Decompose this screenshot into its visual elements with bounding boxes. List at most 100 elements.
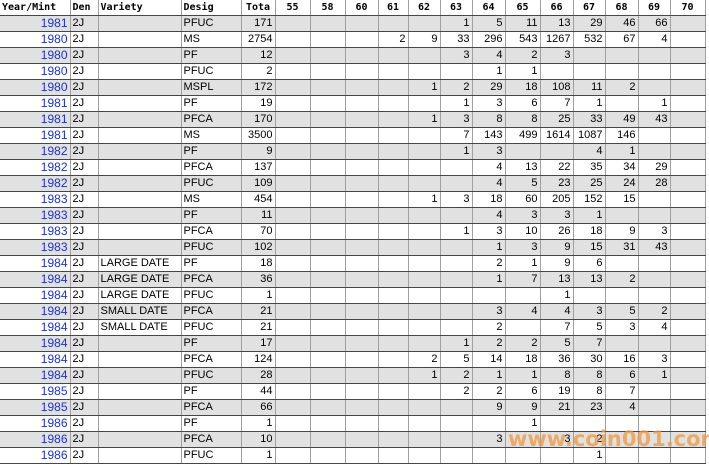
cell: 18	[505, 79, 541, 96]
cell	[310, 191, 346, 208]
cell	[540, 447, 574, 464]
cell	[310, 63, 346, 80]
year-link[interactable]: 1980	[0, 63, 71, 80]
cell	[378, 111, 409, 128]
cell	[310, 319, 346, 336]
cell: 1	[505, 415, 541, 432]
cell: SMALL DATE	[98, 319, 182, 336]
cell	[310, 383, 346, 400]
year-link[interactable]: 1981	[0, 95, 71, 112]
year-link[interactable]: 1986	[0, 447, 71, 464]
cell: 137	[241, 159, 276, 176]
cell: 4	[540, 303, 574, 320]
cell: 172	[241, 79, 276, 96]
cell	[98, 351, 182, 368]
cell	[670, 271, 706, 288]
year-link[interactable]: 1986	[0, 415, 71, 432]
year-link[interactable]: 1981	[0, 15, 71, 32]
cell: 4	[638, 319, 671, 336]
column-header: 55	[275, 0, 311, 16]
cell	[275, 351, 311, 368]
cell	[345, 191, 379, 208]
cell: 6	[505, 95, 541, 112]
year-link[interactable]: 1982	[0, 159, 71, 176]
cell: 17	[241, 335, 276, 352]
cell	[408, 287, 441, 304]
column-header: 67	[573, 0, 606, 16]
cell	[345, 111, 379, 128]
cell: 7	[540, 319, 574, 336]
table-row: 1982 2J PFUC 109 4 5 23 25 24 28	[0, 175, 706, 192]
cell	[440, 447, 473, 464]
cell: 4	[573, 143, 606, 160]
year-link[interactable]: 1984	[0, 303, 71, 320]
year-link[interactable]: 1984	[0, 287, 71, 304]
cell: 12	[241, 47, 276, 64]
cell	[670, 47, 706, 64]
cell	[98, 191, 182, 208]
cell: 2J	[70, 159, 99, 176]
year-link[interactable]: 1980	[0, 47, 71, 64]
year-link[interactable]: 1980	[0, 79, 71, 96]
cell: PFCA	[181, 159, 242, 176]
year-link[interactable]: 1984	[0, 335, 71, 352]
year-link[interactable]: 1986	[0, 431, 71, 448]
cell	[670, 303, 706, 320]
year-link[interactable]: 1982	[0, 143, 71, 160]
cell	[378, 367, 409, 384]
year-link[interactable]: 1984	[0, 351, 71, 368]
year-link[interactable]: 1982	[0, 175, 71, 192]
year-link[interactable]: 1983	[0, 239, 71, 256]
cell	[345, 31, 379, 48]
cell	[378, 143, 409, 160]
cell	[605, 207, 639, 224]
column-header: 62	[408, 0, 441, 16]
year-link[interactable]: 1984	[0, 319, 71, 336]
year-link[interactable]: 1985	[0, 399, 71, 416]
year-link[interactable]: 1983	[0, 223, 71, 240]
column-header: 64	[472, 0, 506, 16]
cell: 3	[505, 239, 541, 256]
year-link[interactable]: 1981	[0, 127, 71, 144]
cell	[98, 415, 182, 432]
cell	[408, 335, 441, 352]
year-link[interactable]: 1984	[0, 367, 71, 384]
year-link[interactable]: 1984	[0, 255, 71, 272]
cell: 3	[638, 223, 671, 240]
year-link[interactable]: 1985	[0, 383, 71, 400]
cell	[540, 143, 574, 160]
cell: 2	[241, 63, 276, 80]
cell: 2J	[70, 383, 99, 400]
cell	[275, 415, 311, 432]
cell	[638, 207, 671, 224]
cell	[440, 415, 473, 432]
cell	[310, 255, 346, 272]
cell: 2	[605, 79, 639, 96]
table-row: 1983 2J PF 11 4 3 3 1	[0, 207, 706, 224]
year-link[interactable]: 1983	[0, 191, 71, 208]
cell	[275, 31, 311, 48]
cell	[440, 63, 473, 80]
cell	[408, 95, 441, 112]
cell: 1	[472, 63, 506, 80]
cell: 4	[472, 175, 506, 192]
cell	[345, 399, 379, 416]
year-link[interactable]: 1981	[0, 111, 71, 128]
cell	[345, 287, 379, 304]
cell: 22	[540, 159, 574, 176]
table-row: 1984 2J SMALL DATE PFUC 21 2 7 5 3 4	[0, 319, 706, 336]
year-link[interactable]: 1983	[0, 207, 71, 224]
cell	[408, 447, 441, 464]
cell: 33	[440, 31, 473, 48]
cell: 28	[241, 367, 276, 384]
cell	[345, 271, 379, 288]
cell	[98, 111, 182, 128]
table-row: 1981 2J MS 3500 7 143 499 1614 1087 146	[0, 127, 706, 144]
cell: PFCA	[181, 271, 242, 288]
year-link[interactable]: 1980	[0, 31, 71, 48]
cell	[275, 143, 311, 160]
year-link[interactable]: 1984	[0, 271, 71, 288]
cell	[275, 63, 311, 80]
cell: 3	[440, 47, 473, 64]
cell	[408, 143, 441, 160]
